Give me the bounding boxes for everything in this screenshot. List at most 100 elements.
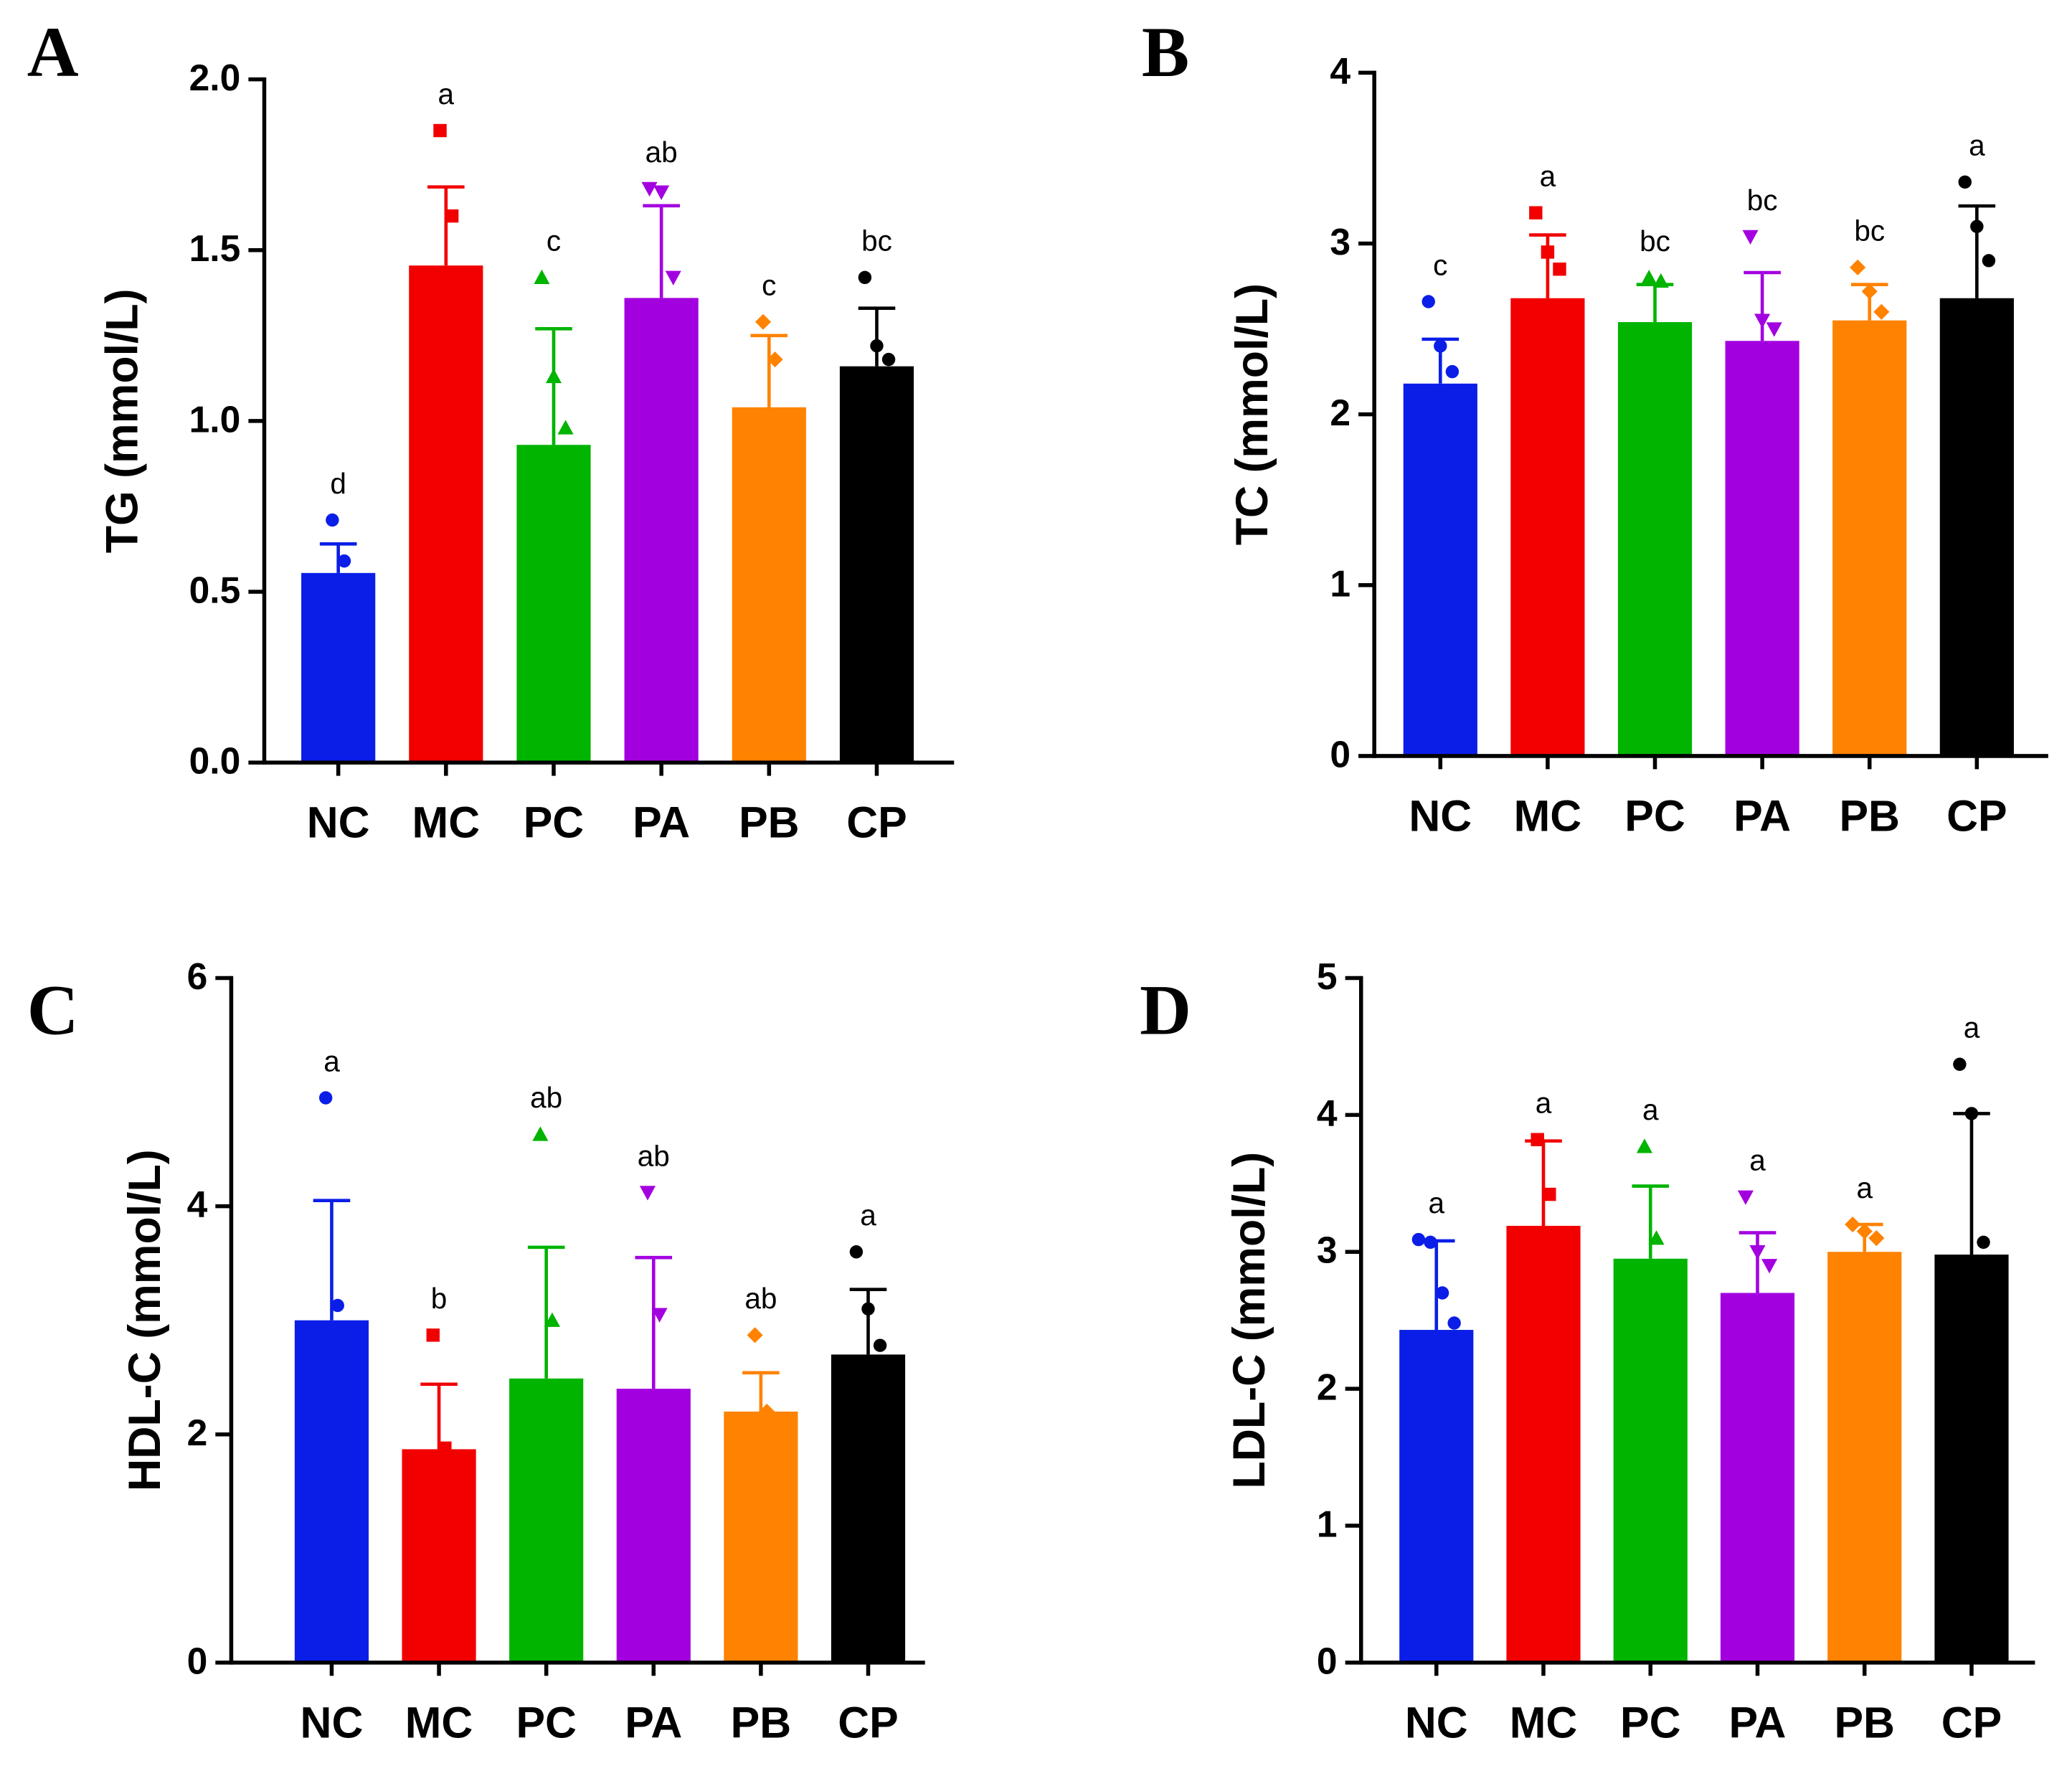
- data-point: [1541, 245, 1555, 259]
- y-axis-label: HDL-C (mmol/L): [120, 1149, 170, 1491]
- bar: [1399, 1330, 1474, 1663]
- bar: [732, 407, 806, 763]
- x-tick-label: NC: [1405, 1698, 1468, 1747]
- bar: [1510, 298, 1585, 756]
- y-tick-label: 4: [1330, 50, 1350, 92]
- bar: [624, 298, 699, 763]
- y-tick-label: 2.0: [189, 57, 241, 98]
- significance-label: a: [1969, 129, 1985, 162]
- data-point: [1737, 1190, 1754, 1205]
- data-point: [1543, 1187, 1556, 1201]
- data-point: [1964, 1107, 1979, 1120]
- bar: [616, 1389, 691, 1663]
- data-point: [639, 1186, 656, 1201]
- panel-label: A: [27, 12, 79, 92]
- bar: [1617, 322, 1693, 756]
- data-point: [873, 1338, 887, 1352]
- x-tick-label: PC: [1620, 1698, 1680, 1747]
- data-point: [651, 1308, 668, 1323]
- data-point: [1873, 303, 1890, 320]
- data-point: [318, 1091, 333, 1105]
- y-tick-label: 0: [1317, 1640, 1338, 1681]
- significance-label: c: [1433, 248, 1447, 281]
- data-point: [870, 339, 884, 353]
- significance-label: b: [431, 1282, 448, 1315]
- y-tick-label: 3: [1317, 1229, 1338, 1271]
- bar: [509, 1378, 584, 1663]
- data-point: [1754, 313, 1771, 329]
- significance-label: d: [330, 467, 346, 500]
- x-tick-label: PA: [625, 1698, 682, 1747]
- y-tick-label: 0: [187, 1640, 208, 1681]
- data-point: [861, 1302, 875, 1316]
- data-point: [532, 1126, 549, 1141]
- data-point: [1652, 273, 1669, 288]
- panel-label: D: [1140, 970, 1191, 1050]
- significance-label: bc: [1854, 214, 1885, 247]
- data-point: [1411, 1232, 1426, 1247]
- x-tick-label: CP: [838, 1698, 898, 1747]
- x-tick-label: NC: [307, 798, 370, 847]
- data-point: [426, 1328, 440, 1342]
- significance-label: c: [762, 269, 776, 302]
- bar: [516, 445, 591, 763]
- x-tick-label: PC: [524, 798, 584, 847]
- data-point: [754, 313, 772, 330]
- data-point: [326, 513, 339, 527]
- data-point: [438, 1441, 452, 1455]
- x-tick-label: PA: [1733, 791, 1791, 840]
- significance-label: a: [1540, 159, 1556, 192]
- data-point: [881, 352, 896, 367]
- x-tick-label: PB: [739, 798, 799, 847]
- significance-label: a: [1428, 1186, 1444, 1219]
- x-tick-label: PA: [1729, 1698, 1787, 1747]
- y-tick-label: 1: [1330, 562, 1350, 604]
- significance-label: a: [860, 1199, 876, 1232]
- y-axis-label: TG (mmol/L): [98, 288, 148, 553]
- data-point: [849, 1245, 864, 1259]
- bar: [1827, 1252, 1902, 1663]
- data-point: [653, 185, 670, 200]
- y-axis-label: TC (mmol/L): [1227, 283, 1277, 545]
- x-tick-label: NC: [301, 1698, 364, 1747]
- x-tick-label: MC: [405, 1698, 473, 1747]
- data-point: [1434, 339, 1447, 353]
- data-point: [1636, 1138, 1653, 1153]
- x-tick-label: PC: [516, 1698, 576, 1747]
- data-point: [1861, 283, 1878, 300]
- significance-label: a: [1536, 1087, 1552, 1120]
- data-point: [1749, 1245, 1766, 1260]
- data-point: [1958, 175, 1972, 189]
- x-tick-label: MC: [1514, 791, 1582, 840]
- y-tick-label: 4: [1317, 1092, 1338, 1134]
- significance-label: a: [438, 77, 455, 110]
- significance-label: ab: [530, 1081, 562, 1114]
- data-point: [1742, 230, 1759, 245]
- y-tick-label: 0: [1330, 733, 1350, 775]
- data-point: [1977, 1235, 1990, 1250]
- data-point: [665, 270, 681, 285]
- data-point: [1850, 259, 1866, 275]
- bar: [402, 1449, 476, 1663]
- significance-label: bc: [1640, 225, 1670, 258]
- significance-label: ab: [645, 136, 678, 169]
- data-point: [545, 368, 562, 384]
- bar: [1720, 1293, 1795, 1663]
- significance-label: a: [1964, 1011, 1980, 1044]
- y-tick-label: 4: [187, 1184, 208, 1225]
- data-point: [557, 420, 574, 435]
- significance-label: a: [1856, 1171, 1873, 1204]
- x-tick-label: CP: [846, 798, 907, 847]
- data-point: [759, 1403, 775, 1420]
- data-point: [1856, 1223, 1873, 1239]
- significance-label: ab: [638, 1139, 670, 1172]
- data-point: [1447, 1316, 1461, 1330]
- data-point: [641, 181, 658, 197]
- data-point: [1845, 1217, 1861, 1233]
- x-tick-label: CP: [1941, 1698, 2002, 1747]
- bar: [409, 265, 483, 763]
- bar: [1934, 1255, 2009, 1663]
- bar: [839, 366, 914, 763]
